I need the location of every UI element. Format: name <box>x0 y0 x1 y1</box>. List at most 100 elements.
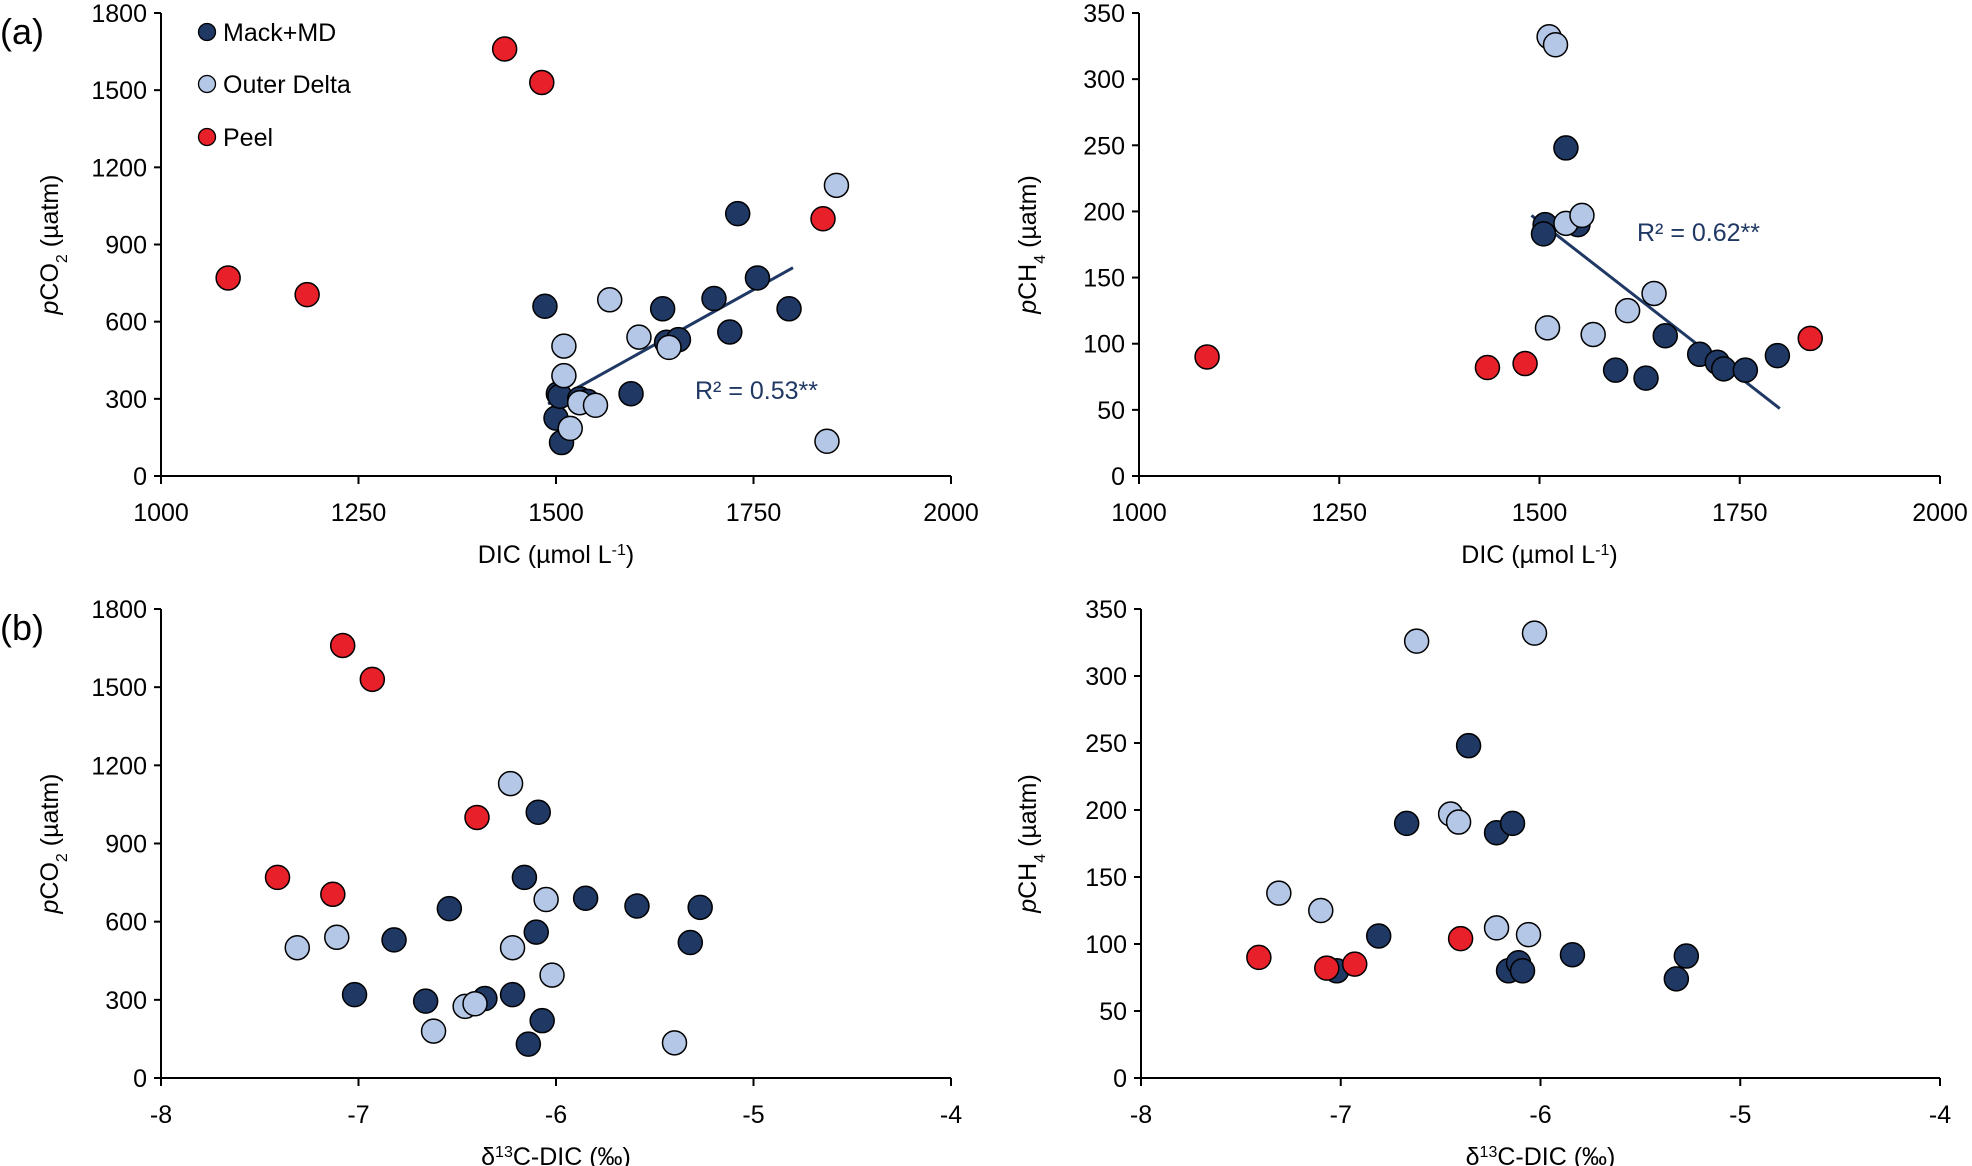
data-point-outer-delta <box>1266 880 1292 906</box>
data-point-mack-md <box>717 319 743 345</box>
y-tick-label: 200 <box>1083 198 1125 226</box>
x-tick-label: 1000 <box>1111 499 1167 527</box>
data-point-mack-md <box>532 293 558 319</box>
x-axis-title: DIC (µmol L-1) <box>478 541 634 569</box>
y-tick-label: 100 <box>1085 931 1127 959</box>
data-point-mack-md <box>1652 323 1679 349</box>
x-tick-label: 1500 <box>528 499 584 527</box>
data-point-mack-md <box>1365 923 1392 949</box>
data-point-outer-delta <box>656 334 682 361</box>
data-point-outer-delta <box>596 287 623 313</box>
y-tick-label: 250 <box>1083 132 1125 160</box>
data-point-outer-delta <box>1521 620 1548 646</box>
data-point-mack-md <box>523 919 549 945</box>
y-tick-label: 1800 <box>91 0 147 28</box>
data-point-outer-delta <box>823 172 850 199</box>
series-peel <box>1246 925 1474 981</box>
y-tick-label: 0 <box>1111 463 1125 491</box>
y-axis-title: pCO2 (µatm) <box>36 774 71 915</box>
x-tick-label: 1250 <box>331 499 387 527</box>
data-point-mack-md <box>525 799 551 825</box>
data-point-mack-md <box>572 885 599 911</box>
legend: Mack+MD Outer Delta Peel <box>197 19 351 152</box>
data-point-mack-md <box>649 296 676 322</box>
data-point-outer-delta <box>1542 31 1569 58</box>
x-axis-title: δ13C-DIC (‰) <box>481 1143 631 1166</box>
y-tick-label: 900 <box>105 831 147 859</box>
data-point-peel <box>491 36 518 62</box>
data-point-outer-delta <box>1569 202 1595 229</box>
y-tick-label: 0 <box>133 463 147 491</box>
data-point-mack-md <box>1499 810 1526 837</box>
data-point-peel <box>294 281 320 308</box>
data-point-peel <box>1447 925 1474 952</box>
x-tick-label: 1250 <box>1311 499 1367 527</box>
r-squared-annotation: R² = 0.53** <box>695 377 818 405</box>
x-tick-label: 1750 <box>726 499 782 527</box>
y-tick-label: 1800 <box>91 596 147 624</box>
y-tick-label: 600 <box>105 909 147 937</box>
data-point-mack-md <box>701 285 727 312</box>
data-point-peel <box>215 265 241 291</box>
data-point-outer-delta <box>557 415 583 442</box>
data-point-mack-md <box>687 894 713 921</box>
data-point-peel <box>1512 350 1538 377</box>
data-point-outer-delta <box>497 770 524 797</box>
data-point-mack-md <box>1455 732 1482 759</box>
y-tick-label: 350 <box>1085 596 1127 624</box>
x-tick-label: -5 <box>1729 1101 1751 1129</box>
series-outer-delta <box>551 172 850 455</box>
x-tick-label: -6 <box>1529 1101 1551 1129</box>
chart-pco2-vs-dic: 0 300 600 900 1200 1500 1800 1000 1250 1500 1750 20… <box>36 0 979 569</box>
data-point-outer-delta <box>539 962 565 988</box>
series-peel <box>1194 325 1823 381</box>
legend-marker-peel <box>197 127 217 147</box>
data-point-mack-md <box>1530 221 1557 247</box>
data-point-mack-md <box>1673 943 1700 969</box>
data-point-mack-md <box>341 981 368 1008</box>
data-point-mack-md <box>1509 958 1536 984</box>
data-point-outer-delta <box>661 1030 688 1056</box>
y-tick-label: 350 <box>1083 0 1125 28</box>
series-mack-md <box>341 799 713 1057</box>
x-tick-label: -8 <box>150 1101 172 1129</box>
data-point-peel <box>464 804 490 831</box>
data-point-outer-delta <box>626 324 652 350</box>
data-point-peel <box>1194 344 1220 370</box>
y-axis-title: pCH4 (µatm) <box>1014 774 1049 914</box>
data-point-peel <box>1797 325 1823 352</box>
x-tick-label: -7 <box>347 1101 369 1129</box>
data-point-outer-delta <box>1308 897 1334 924</box>
data-point-mack-md <box>1710 356 1737 382</box>
data-point-peel <box>320 881 346 908</box>
y-tick-label: 0 <box>133 1065 147 1093</box>
data-point-mack-md <box>529 1007 555 1034</box>
series-mack-md <box>1530 135 1791 391</box>
r-squared-annotation: R² = 0.62** <box>1637 219 1760 247</box>
y-axis-title: pCO2 (µatm) <box>36 175 71 316</box>
data-point-mack-md <box>1764 342 1791 369</box>
x-tick-label: 1000 <box>133 499 189 527</box>
y-tick-label: 900 <box>105 232 147 260</box>
y-tick-label: 1500 <box>91 674 147 702</box>
series-peel <box>264 632 490 908</box>
data-point-outer-delta <box>1580 321 1606 348</box>
data-point-outer-delta <box>551 333 577 359</box>
data-point-outer-delta <box>1445 809 1472 835</box>
data-point-mack-md <box>744 265 771 291</box>
x-axis-title: DIC (µmol L-1) <box>1461 541 1617 569</box>
data-point-mack-md <box>381 927 407 953</box>
legend-label-outer-delta: Outer Delta <box>223 71 351 99</box>
data-point-peel <box>1246 944 1272 971</box>
data-point-outer-delta <box>533 886 559 913</box>
x-tick-label: -4 <box>940 1101 962 1129</box>
data-point-mack-md <box>1559 941 1586 968</box>
data-point-outer-delta <box>1515 921 1542 948</box>
data-point-mack-md <box>776 296 802 322</box>
data-point-mack-md <box>724 200 751 227</box>
chart-pch4-vs-dic: 0 50 100 150 200 250 300 350 1000 1250 1500 1750 200… <box>1014 0 1968 569</box>
data-point-mack-md <box>1633 365 1659 391</box>
x-tick-label: -8 <box>1130 1101 1152 1129</box>
y-tick-label: 1200 <box>91 752 147 780</box>
data-point-mack-md <box>624 893 650 919</box>
